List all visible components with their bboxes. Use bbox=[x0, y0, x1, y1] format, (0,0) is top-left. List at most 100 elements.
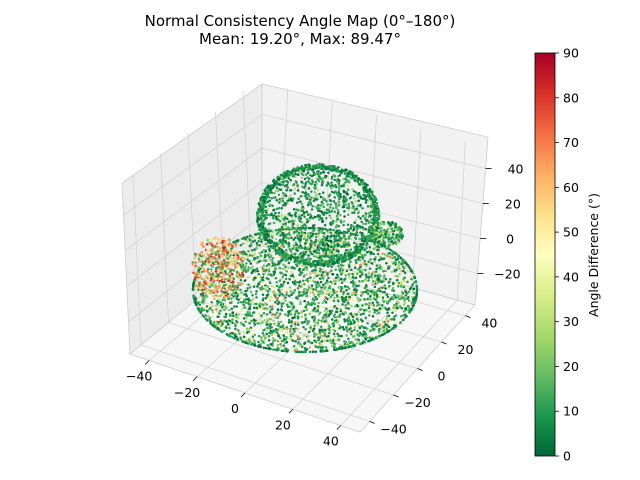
data-point bbox=[228, 301, 232, 305]
data-point bbox=[240, 268, 243, 271]
data-point bbox=[306, 340, 310, 343]
data-point bbox=[301, 205, 304, 208]
data-point bbox=[267, 334, 271, 338]
data-point bbox=[313, 243, 317, 246]
data-point bbox=[267, 235, 271, 239]
data-point bbox=[382, 329, 386, 332]
data-point bbox=[352, 232, 356, 236]
data-point bbox=[342, 340, 346, 343]
data-point bbox=[220, 324, 223, 328]
data-point bbox=[323, 247, 326, 250]
data-point bbox=[297, 341, 300, 344]
data-point bbox=[342, 177, 345, 181]
data-point bbox=[339, 253, 343, 257]
data-point bbox=[353, 197, 356, 200]
data-point bbox=[276, 346, 280, 350]
data-point bbox=[342, 220, 346, 223]
data-point bbox=[414, 281, 418, 284]
data-point bbox=[246, 310, 249, 314]
data-point bbox=[316, 194, 319, 198]
data-point bbox=[255, 296, 258, 299]
data-point bbox=[277, 193, 281, 196]
data-point bbox=[304, 265, 308, 269]
data-point bbox=[317, 251, 321, 255]
data-point bbox=[365, 264, 368, 268]
data-point bbox=[317, 313, 321, 316]
data-point bbox=[201, 286, 205, 290]
data-point bbox=[403, 271, 407, 275]
data-point bbox=[370, 276, 374, 280]
data-point bbox=[270, 308, 274, 311]
data-point bbox=[386, 295, 390, 299]
data-point bbox=[376, 274, 380, 277]
data-point bbox=[288, 277, 291, 281]
data-point bbox=[367, 221, 370, 225]
data-point bbox=[312, 253, 316, 257]
data-point bbox=[263, 213, 267, 217]
data-point bbox=[326, 229, 329, 232]
data-point bbox=[378, 335, 381, 338]
data-point bbox=[238, 283, 242, 286]
data-point bbox=[344, 295, 348, 299]
data-point bbox=[402, 318, 405, 321]
data-point bbox=[305, 347, 309, 351]
data-point bbox=[320, 217, 324, 220]
data-point bbox=[257, 311, 260, 315]
data-point bbox=[397, 263, 401, 266]
data-point bbox=[279, 233, 283, 237]
data-point bbox=[288, 189, 292, 192]
data-point bbox=[255, 241, 259, 245]
data-point bbox=[378, 263, 381, 267]
data-point bbox=[221, 264, 225, 267]
data-point bbox=[248, 302, 251, 306]
data-point bbox=[334, 190, 337, 194]
data-point bbox=[266, 317, 269, 321]
data-point bbox=[372, 297, 376, 300]
data-point bbox=[306, 288, 310, 292]
data-point bbox=[256, 214, 259, 217]
data-point bbox=[207, 241, 210, 245]
data-point bbox=[231, 318, 234, 321]
data-point bbox=[205, 269, 208, 273]
data-point bbox=[353, 266, 357, 270]
data-point bbox=[289, 220, 293, 223]
data-point bbox=[275, 311, 279, 314]
data-point bbox=[294, 323, 297, 326]
data-point bbox=[336, 168, 340, 172]
data-point bbox=[352, 211, 356, 214]
data-point bbox=[332, 262, 336, 265]
data-point bbox=[261, 287, 264, 290]
data-point bbox=[289, 290, 293, 294]
data-point bbox=[252, 338, 255, 341]
data-point bbox=[399, 320, 402, 324]
data-point bbox=[232, 291, 235, 294]
data-point bbox=[386, 267, 390, 270]
data-point bbox=[330, 181, 333, 184]
data-point bbox=[289, 331, 293, 334]
data-point bbox=[216, 310, 219, 313]
data-point bbox=[370, 252, 373, 255]
data-point bbox=[200, 243, 204, 247]
data-point bbox=[297, 269, 301, 272]
data-point bbox=[359, 263, 362, 267]
data-point bbox=[230, 251, 233, 255]
data-point bbox=[294, 214, 297, 218]
data-point bbox=[390, 295, 394, 299]
data-point bbox=[259, 254, 263, 257]
data-point bbox=[193, 287, 197, 291]
data-point bbox=[344, 249, 348, 252]
data-point bbox=[378, 307, 382, 310]
data-point bbox=[227, 279, 230, 282]
data-point bbox=[219, 320, 222, 324]
data-point bbox=[277, 320, 280, 324]
data-point bbox=[286, 239, 289, 242]
data-point bbox=[327, 239, 330, 243]
data-point bbox=[263, 307, 266, 310]
data-point bbox=[331, 230, 334, 234]
data-point bbox=[242, 303, 246, 307]
data-point bbox=[211, 272, 215, 275]
data-point bbox=[361, 312, 364, 316]
data-point bbox=[340, 241, 343, 245]
data-point bbox=[281, 275, 285, 279]
data-point bbox=[250, 248, 254, 252]
